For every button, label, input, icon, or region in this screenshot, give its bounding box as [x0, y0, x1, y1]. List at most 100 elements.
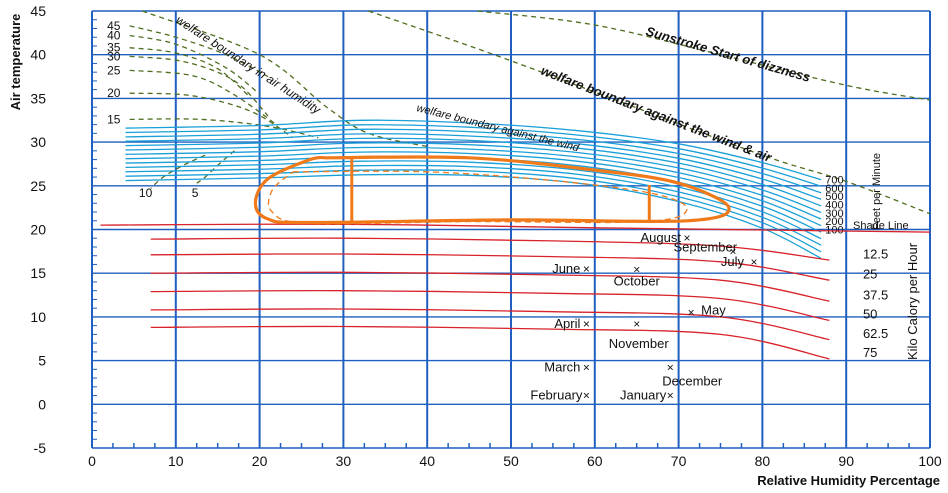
wind-speed-line: [125, 133, 822, 200]
comfort-zone-outline: [253, 155, 731, 225]
x-tick-label: 0: [88, 453, 96, 469]
low-humidity-label: 10: [139, 186, 153, 200]
wind-speed-line: [125, 160, 822, 240]
month-marker: ×: [688, 306, 695, 320]
annotation-labels: Air temperature Relative Humidity Percen…: [8, 13, 940, 488]
humidity-boundary-label: 40: [107, 28, 121, 42]
x-tick-label: 50: [503, 453, 519, 469]
y-tick-label: 25: [30, 178, 46, 194]
low-humidity-line: [150, 154, 206, 189]
radiation-label: 12.5: [863, 246, 888, 261]
humidity-boundary-label: 30: [107, 49, 121, 63]
month-marker: ×: [667, 361, 674, 375]
humidity-boundary-line: [129, 55, 269, 117]
x-tick-label: 20: [252, 453, 268, 469]
month-marker: ×: [583, 361, 590, 375]
month-label: January: [620, 388, 667, 403]
humidity-boundary-label: 20: [107, 86, 121, 100]
shade-line: [100, 223, 931, 233]
humidity-boundary-line: [129, 25, 269, 78]
y-tick-label: 45: [30, 3, 46, 19]
month-marker: ×: [583, 317, 590, 331]
shade-line-label: Shade Line: [853, 220, 909, 232]
month-label: March: [544, 360, 580, 375]
comfort-zone: [253, 155, 731, 225]
y-tick-label: 35: [30, 90, 46, 106]
radiation-line: [150, 253, 830, 281]
wind-speed-label: 500: [825, 191, 843, 203]
comfort-zone-inner: [267, 170, 688, 225]
axis-ticks: 0 10 20 30 40 50 60 70 80 90 100-50510152025303540…: [30, 3, 941, 469]
grid: [91, 10, 931, 449]
month-marker: ×: [583, 389, 590, 403]
x-tick-label: 40: [419, 453, 435, 469]
y-tick-label: 15: [30, 265, 46, 281]
sunstroke-boundary: [477, 10, 931, 101]
radiation-line: [150, 308, 830, 341]
radiation-label: 25: [863, 266, 877, 281]
month-markers: ×January×February×March×April× May×June ×J…: [530, 230, 757, 402]
month-marker: ×: [730, 244, 737, 258]
y-tick-label: 40: [30, 47, 46, 63]
welfare-wind-air-boundary: [368, 10, 931, 215]
humidity-boundary-line: [129, 92, 294, 139]
month-label: October: [614, 274, 661, 289]
radiation-line: [150, 237, 830, 261]
wind-speed-label: 200: [825, 216, 843, 228]
solar-unit-label: Kilo Calory per Hour: [905, 242, 920, 360]
y-tick-label: 5: [38, 353, 46, 369]
humidity-boundary-line: [129, 47, 252, 99]
radiation-line: [150, 325, 830, 360]
month-label: June: [552, 261, 580, 276]
wind-speed-label: 600: [825, 183, 843, 195]
x-tick-label: 90: [838, 453, 854, 469]
y-tick-label: 20: [30, 222, 46, 238]
month-marker: ×: [683, 231, 690, 245]
month-marker: ×: [583, 262, 590, 276]
x-tick-label: 10: [168, 453, 184, 469]
humidity-boundary-label: 25: [107, 63, 121, 77]
humidity-boundary-line: [129, 34, 260, 95]
radiation-label: 62.5: [863, 326, 888, 341]
y-tick-label: -5: [34, 440, 47, 456]
radiation-label: 75: [863, 345, 877, 360]
wind-unit-label: Feet per Minute: [871, 153, 883, 230]
wind-speed-line: [125, 137, 822, 207]
y-tick-label: 30: [30, 134, 46, 150]
month-marker: ×: [667, 389, 674, 403]
radiation-line: [150, 289, 830, 322]
wind-speed-label: 700: [825, 175, 843, 187]
wind-speed-line: [125, 164, 822, 246]
wind-speed-label: 300: [825, 208, 843, 220]
month-label: November: [609, 336, 670, 351]
x-tick-label: 70: [671, 453, 687, 469]
y-tick-label: 0: [38, 396, 46, 412]
x-tick-label: 30: [336, 453, 352, 469]
wind-speed-line: [125, 119, 822, 181]
radiation-label: 37.5: [863, 287, 888, 302]
humidity-boundary-label: 45: [107, 19, 121, 33]
x-axis-label: Relative Humidity Percentage: [757, 473, 940, 488]
wind-speed-line: [125, 151, 822, 227]
wind-speed-line: [125, 146, 822, 220]
wind-speed-label: 400: [825, 199, 843, 211]
humidity-boundary-label: 35: [107, 41, 121, 55]
month-label: August: [640, 230, 681, 245]
humidity-boundary-label: 15: [107, 112, 121, 126]
x-tick-label: 80: [755, 453, 771, 469]
month-label: December: [662, 374, 723, 389]
month-marker: ×: [751, 255, 758, 269]
y-tick-label: 10: [30, 309, 46, 325]
humidity-boundary-line: [129, 69, 277, 126]
radiation-label: 50: [863, 307, 877, 322]
welfare-humidity-boundary: [142, 10, 428, 148]
x-tick-label: 60: [587, 453, 603, 469]
radiation-line: [150, 271, 830, 302]
month-label: September: [673, 239, 737, 254]
wind-speed-line: [125, 169, 822, 253]
month-label: April: [554, 316, 580, 331]
y-axis-label: Air temperature: [8, 14, 23, 111]
